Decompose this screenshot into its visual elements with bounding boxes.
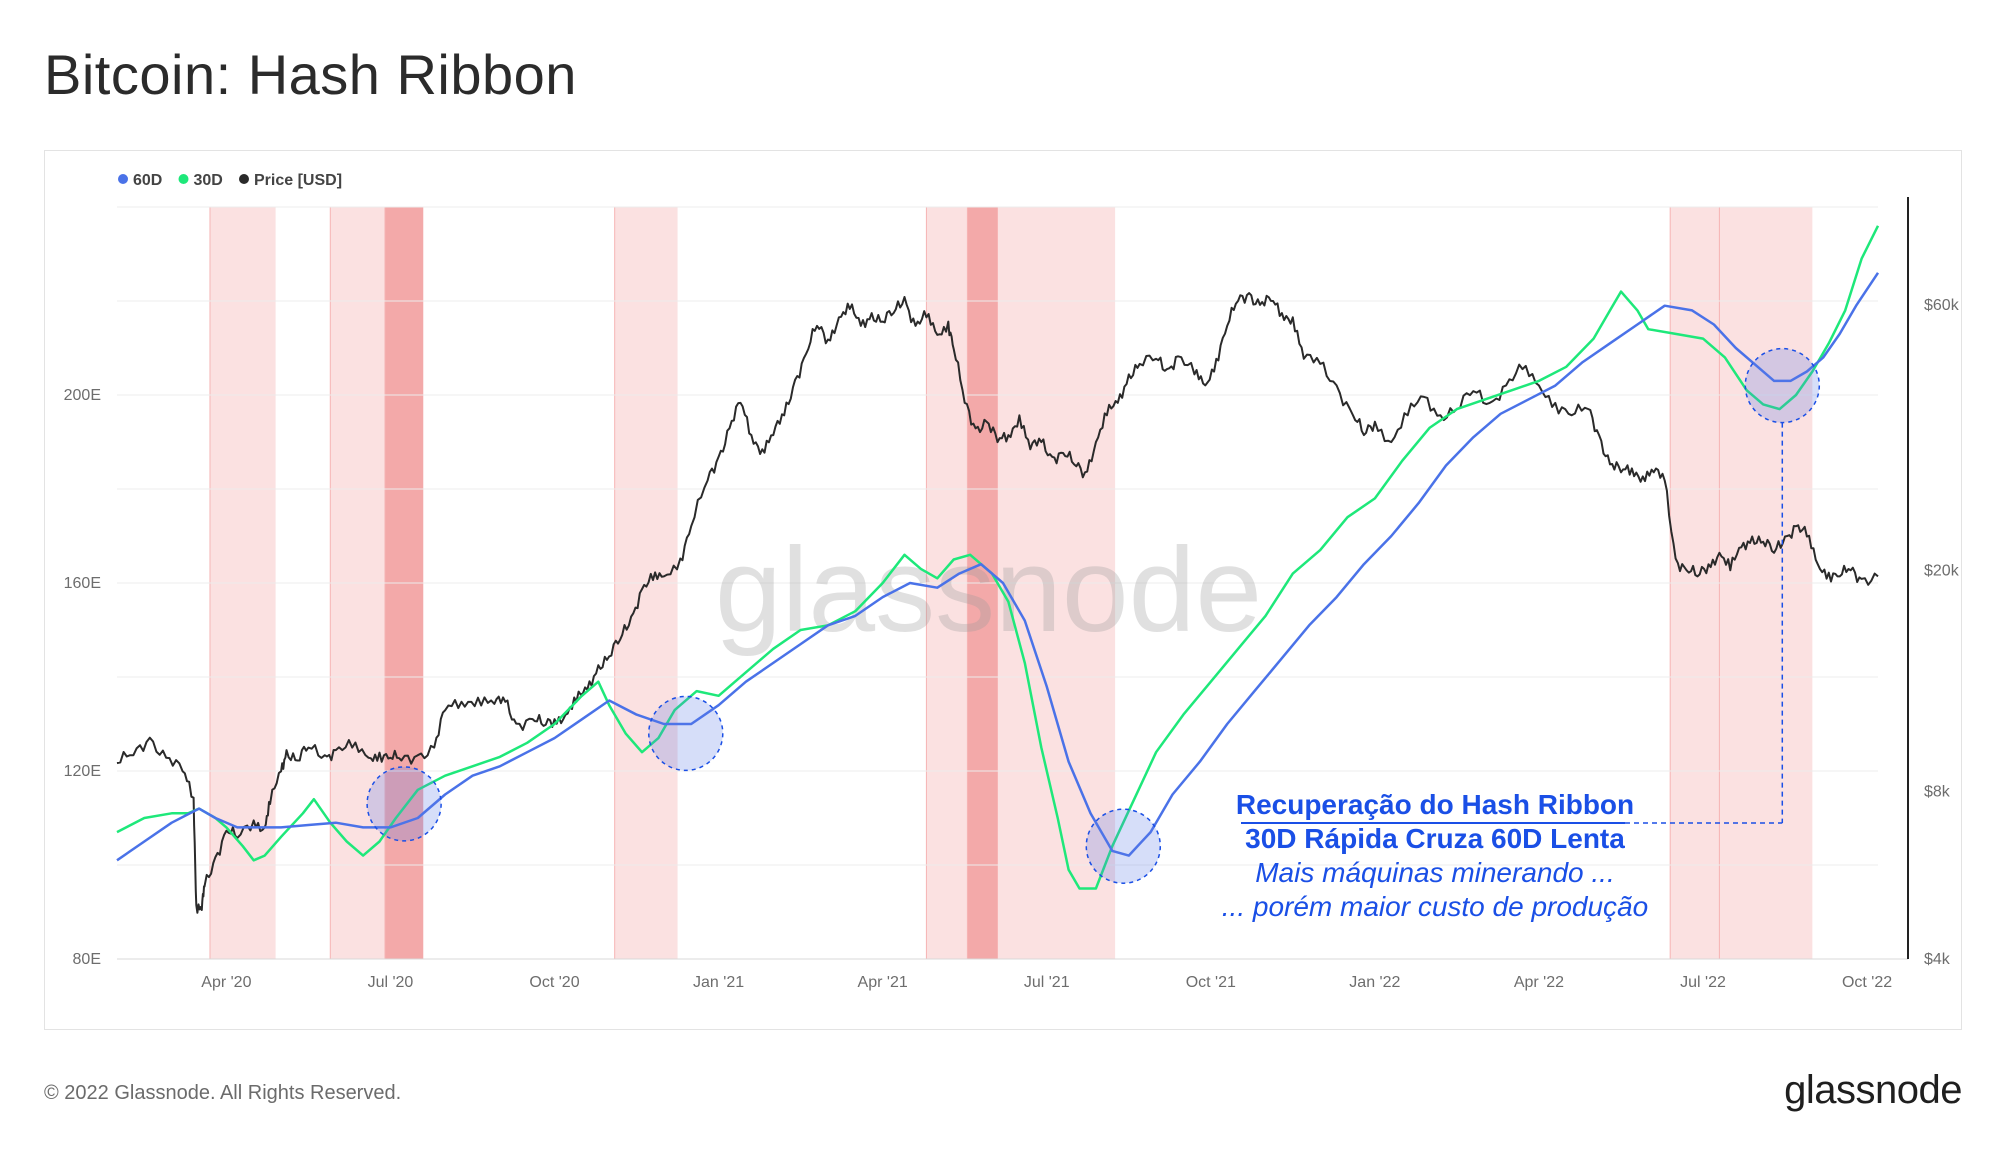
x-tick-label: Apr '22 [1514, 974, 1564, 991]
legend-item-60d: 60D [133, 172, 162, 189]
legend-item-30d: 30D [194, 172, 223, 189]
y-left-tick-label: 80E [73, 951, 101, 968]
x-tick-label: Jan '22 [1349, 974, 1400, 991]
watermark: glassnode [715, 523, 1262, 657]
annotation-note-2: ... porém maior custo de produção [1222, 891, 1648, 922]
copyright-text: © 2022 Glassnode. All Rights Reserved. [44, 1082, 402, 1104]
legend-item-price: Price [USD] [254, 172, 342, 189]
y-right-tick-label: $20k [1924, 562, 1960, 579]
page-title: Bitcoin: Hash Ribbon [44, 43, 577, 106]
signal-circle [648, 695, 724, 772]
y-right-tick-label: $60k [1924, 297, 1960, 314]
hash-ribbon-chart: glassnode 80E 120E 160E 200E $4k $8k $20k $60k A… [64, 172, 1960, 991]
annotation-group: Recuperação do Hash Ribbon 30D Rápida Cr… [366, 347, 1821, 922]
glassnode-logo: glassnode [1784, 1068, 1962, 1112]
x-tick-label: Jul '20 [368, 974, 414, 991]
x-tick-label: Oct '22 [1842, 974, 1892, 991]
x-tick-label: Jul '21 [1024, 974, 1070, 991]
legend-dot [178, 174, 189, 184]
chart-frame: glassnode 80E 120E 160E 200E $4k $8k $20k $60k A… [44, 150, 1962, 1030]
signal-circle [1744, 347, 1821, 424]
axes: 80E 120E 160E 200E $4k $8k $20k $60k Apr '20 Jul … [64, 197, 1960, 991]
annotation-title: Recuperação do Hash Ribbon [1236, 789, 1634, 820]
signal-circle [1085, 808, 1162, 884]
series-30d-line [116, 225, 1880, 890]
series-60d-line [116, 272, 1880, 862]
y-right-tick-label: $4k [1924, 951, 1951, 968]
y-left-tick-label: 160E [64, 575, 101, 592]
legend-dot [239, 174, 249, 184]
x-tick-label: Jan '21 [693, 974, 744, 991]
legend: 60D 30D Price [USD] [118, 172, 342, 189]
x-tick-label: Oct '20 [529, 974, 579, 991]
y-right-tick-label: $8k [1924, 784, 1951, 801]
y-left-tick-label: 200E [64, 387, 101, 404]
signal-circle [366, 766, 442, 842]
y-left-tick-label: 120E [64, 763, 101, 780]
series-lines [116, 225, 1880, 914]
annotation-subtitle: 30D Rápida Cruza 60D Lenta [1245, 823, 1625, 854]
x-tick-label: Apr '21 [858, 974, 908, 991]
series-price-line [116, 292, 1879, 914]
annotation-note-1: Mais máquinas minerando ... [1255, 857, 1615, 888]
x-tick-label: Oct '21 [1186, 974, 1236, 991]
legend-dot [118, 174, 128, 184]
x-tick-label: Jul '22 [1680, 974, 1726, 991]
x-tick-label: Apr '20 [201, 974, 251, 991]
